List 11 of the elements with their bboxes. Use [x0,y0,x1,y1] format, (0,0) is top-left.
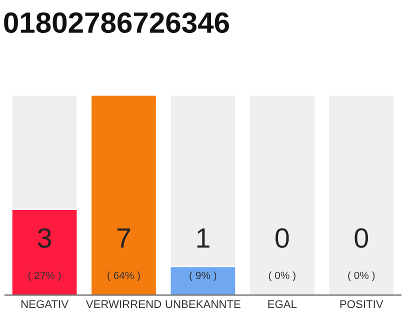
x-tick-label: EGAL [268,300,297,308]
data-label: 0 ( 0% ) [268,228,296,282]
x-tick-label: VERWIRREND [86,300,162,308]
data-label: 1 ( 9% ) [190,228,216,282]
x-tick-label: POSITIV [340,300,384,308]
data-label: 7 ( 64% ) [108,228,140,282]
data-label: 3 ( 27% ) [28,228,61,282]
chart-title: 01802786726346 [4,12,229,34]
x-tick-label: UNBEKANNTE [166,300,240,308]
data-label: 0 ( 0% ) [348,228,375,282]
x-tick-label: NEGATIV [21,300,68,308]
